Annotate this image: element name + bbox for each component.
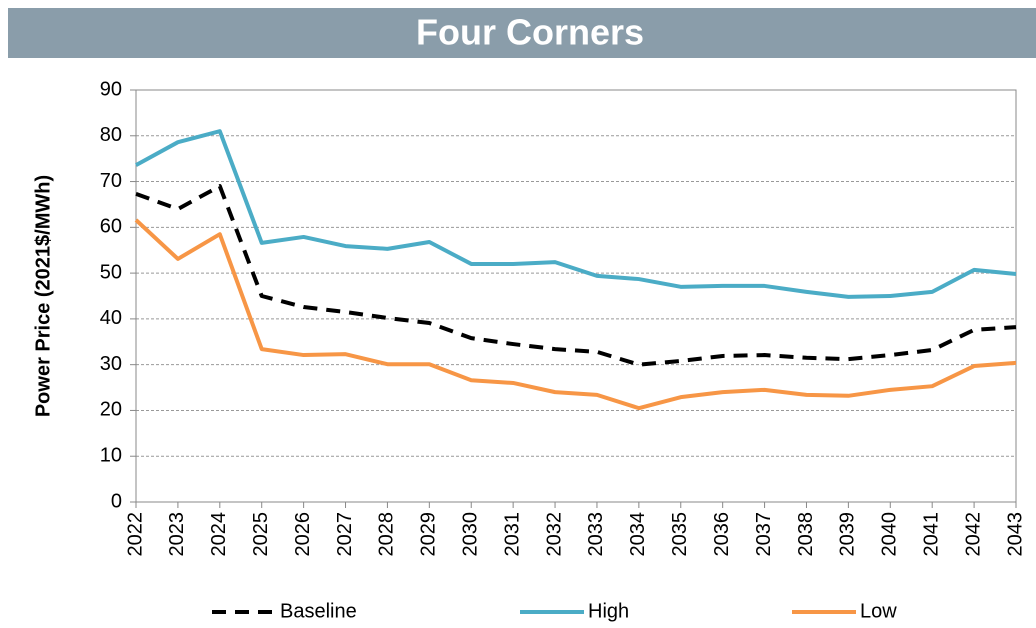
x-tick-label: 2040 (879, 512, 901, 557)
y-tick-label: 80 (100, 124, 122, 146)
x-tick-label: 2037 (753, 512, 775, 557)
x-tick-label: 2024 (208, 512, 230, 557)
y-axis-label: Power Price (2021$/MWh) (32, 175, 54, 417)
x-tick-label: 2042 (962, 512, 984, 557)
x-tick-label: 2035 (669, 512, 691, 557)
legend-label: High (588, 600, 629, 622)
line-series (135, 184, 1017, 367)
y-tick-label: 40 (100, 307, 122, 329)
x-tick-label: 2041 (920, 512, 942, 557)
x-tick-label: 2039 (837, 512, 859, 557)
x-tick-label: 2036 (711, 512, 733, 557)
y-tick-label: 90 (100, 78, 122, 100)
legend-label: Baseline (280, 600, 357, 622)
y-tick-label: 70 (100, 170, 122, 192)
x-tick-label: 2027 (334, 512, 356, 557)
line-series (135, 129, 1017, 299)
title-bar (8, 8, 1036, 58)
x-tick-label: 2026 (292, 512, 314, 557)
x-tick-label: 2033 (585, 512, 607, 557)
plot-border (135, 89, 1017, 503)
x-tick-label: 2030 (460, 512, 482, 557)
y-tick-label: 20 (100, 399, 122, 421)
x-tick-label: 2043 (1004, 512, 1026, 557)
y-tick-label: 50 (100, 261, 122, 283)
y-tick-label: 60 (100, 216, 122, 238)
y-tick-label: 0 (111, 490, 122, 512)
x-tick-label: 2022 (124, 512, 146, 557)
x-tick-label: 2032 (543, 512, 565, 557)
x-tick-label: 2029 (418, 512, 440, 557)
x-tick-label: 2025 (250, 512, 272, 557)
x-tick-label: 2023 (166, 512, 188, 557)
y-tick-label: 30 (100, 353, 122, 375)
x-tick-label: 2028 (376, 512, 398, 557)
x-tick-label: 2034 (627, 512, 649, 557)
x-tick-label: 2031 (501, 512, 523, 557)
legend-label: Low (860, 600, 897, 622)
y-tick-label: 10 (100, 445, 122, 467)
line-series (134, 218, 1017, 411)
chart-title: Four Corners (416, 12, 644, 53)
x-tick-label: 2038 (795, 512, 817, 557)
